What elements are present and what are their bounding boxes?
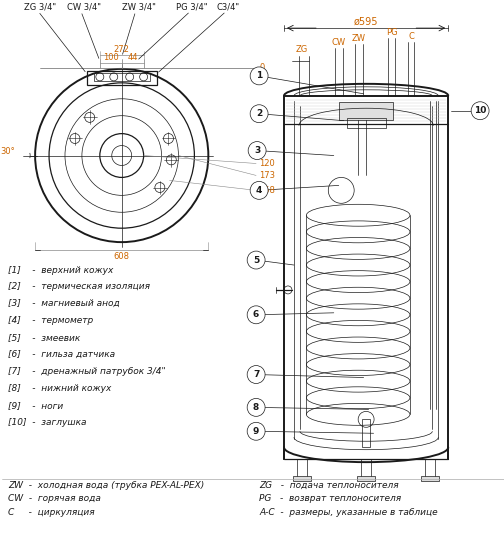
Circle shape (247, 398, 265, 416)
Bar (357, 476, 375, 481)
Text: [4]    -  термометр: [4] - термометр (8, 317, 93, 325)
Text: 608: 608 (114, 251, 130, 261)
Text: 4: 4 (256, 186, 262, 195)
Bar (293, 476, 311, 481)
Text: 272: 272 (114, 46, 130, 55)
Bar (87, 71, 157, 85)
Text: 1: 1 (256, 72, 262, 80)
Text: PG 3/4": PG 3/4" (176, 3, 208, 12)
Text: ZG 3/4": ZG 3/4" (24, 3, 56, 12)
Text: A-C  -  размеры, указанные в таблице: A-C - размеры, указанные в таблице (259, 508, 438, 518)
Circle shape (247, 306, 265, 324)
Text: [2]    -  термическая изоляция: [2] - термическая изоляция (8, 282, 150, 292)
Text: ZW 3/4": ZW 3/4" (122, 3, 156, 12)
Text: ZG   -  подача теплоносителя: ZG - подача теплоносителя (259, 481, 399, 489)
Text: ZG: ZG (296, 46, 308, 55)
Text: 8: 8 (253, 403, 259, 412)
Text: 0: 0 (259, 63, 265, 73)
Text: C3/4": C3/4" (216, 3, 239, 12)
Text: [7]    -  дренажный патрубок 3/4": [7] - дренажный патрубок 3/4" (8, 367, 166, 376)
Text: 5: 5 (253, 255, 259, 264)
Text: ø595: ø595 (354, 17, 379, 27)
Circle shape (250, 105, 268, 122)
Bar (421, 476, 439, 481)
Text: 100: 100 (103, 54, 118, 62)
Text: 258: 258 (259, 186, 275, 195)
Bar (362, 420, 370, 447)
Text: 120: 120 (259, 159, 275, 168)
Text: PG   -  возврат теплоносителя: PG - возврат теплоносителя (259, 494, 401, 504)
Text: [9]    -  ноги: [9] - ноги (8, 401, 64, 410)
Text: C: C (408, 31, 414, 41)
Text: ZW  -  холодная вода (трубка PEX-AL-PEX): ZW - холодная вода (трубка PEX-AL-PEX) (8, 481, 205, 489)
Bar (339, 102, 394, 120)
Bar (297, 459, 307, 477)
Text: 173: 173 (259, 171, 275, 180)
Text: 10: 10 (474, 106, 486, 115)
Text: [10]  -  заглушка: [10] - заглушка (8, 418, 87, 427)
Text: 44: 44 (128, 54, 138, 62)
Text: C     -  циркуляция: C - циркуляция (8, 508, 95, 518)
Text: CW  -  горячая вода: CW - горячая вода (8, 494, 101, 504)
Circle shape (247, 251, 265, 269)
Text: 6: 6 (253, 311, 259, 319)
Text: [5]    -  змеевик: [5] - змеевик (8, 333, 81, 342)
Text: 3: 3 (254, 146, 260, 155)
Bar (94, 73, 150, 81)
Text: [3]    -  магниевый анод: [3] - магниевый анод (8, 299, 120, 308)
Circle shape (247, 422, 265, 440)
Text: [6]    -  гильза датчика: [6] - гильза датчика (8, 350, 115, 359)
Text: 9: 9 (253, 427, 259, 436)
Text: 7: 7 (253, 370, 259, 379)
Circle shape (471, 102, 489, 120)
Circle shape (248, 141, 266, 159)
Text: CW: CW (332, 37, 346, 47)
Text: CW 3/4": CW 3/4" (67, 3, 101, 12)
Text: 30°: 30° (0, 147, 15, 156)
Text: [8]    -  нижний кожух: [8] - нижний кожух (8, 384, 111, 393)
Circle shape (250, 182, 268, 199)
Text: PG: PG (386, 28, 397, 36)
Text: 2: 2 (256, 109, 262, 118)
Circle shape (250, 67, 268, 85)
Bar (361, 459, 371, 477)
Text: ZW: ZW (352, 34, 366, 43)
Circle shape (247, 365, 265, 384)
Bar (425, 459, 435, 477)
Text: [1]    -  верхний кожух: [1] - верхний кожух (8, 266, 113, 274)
Bar (347, 118, 386, 128)
